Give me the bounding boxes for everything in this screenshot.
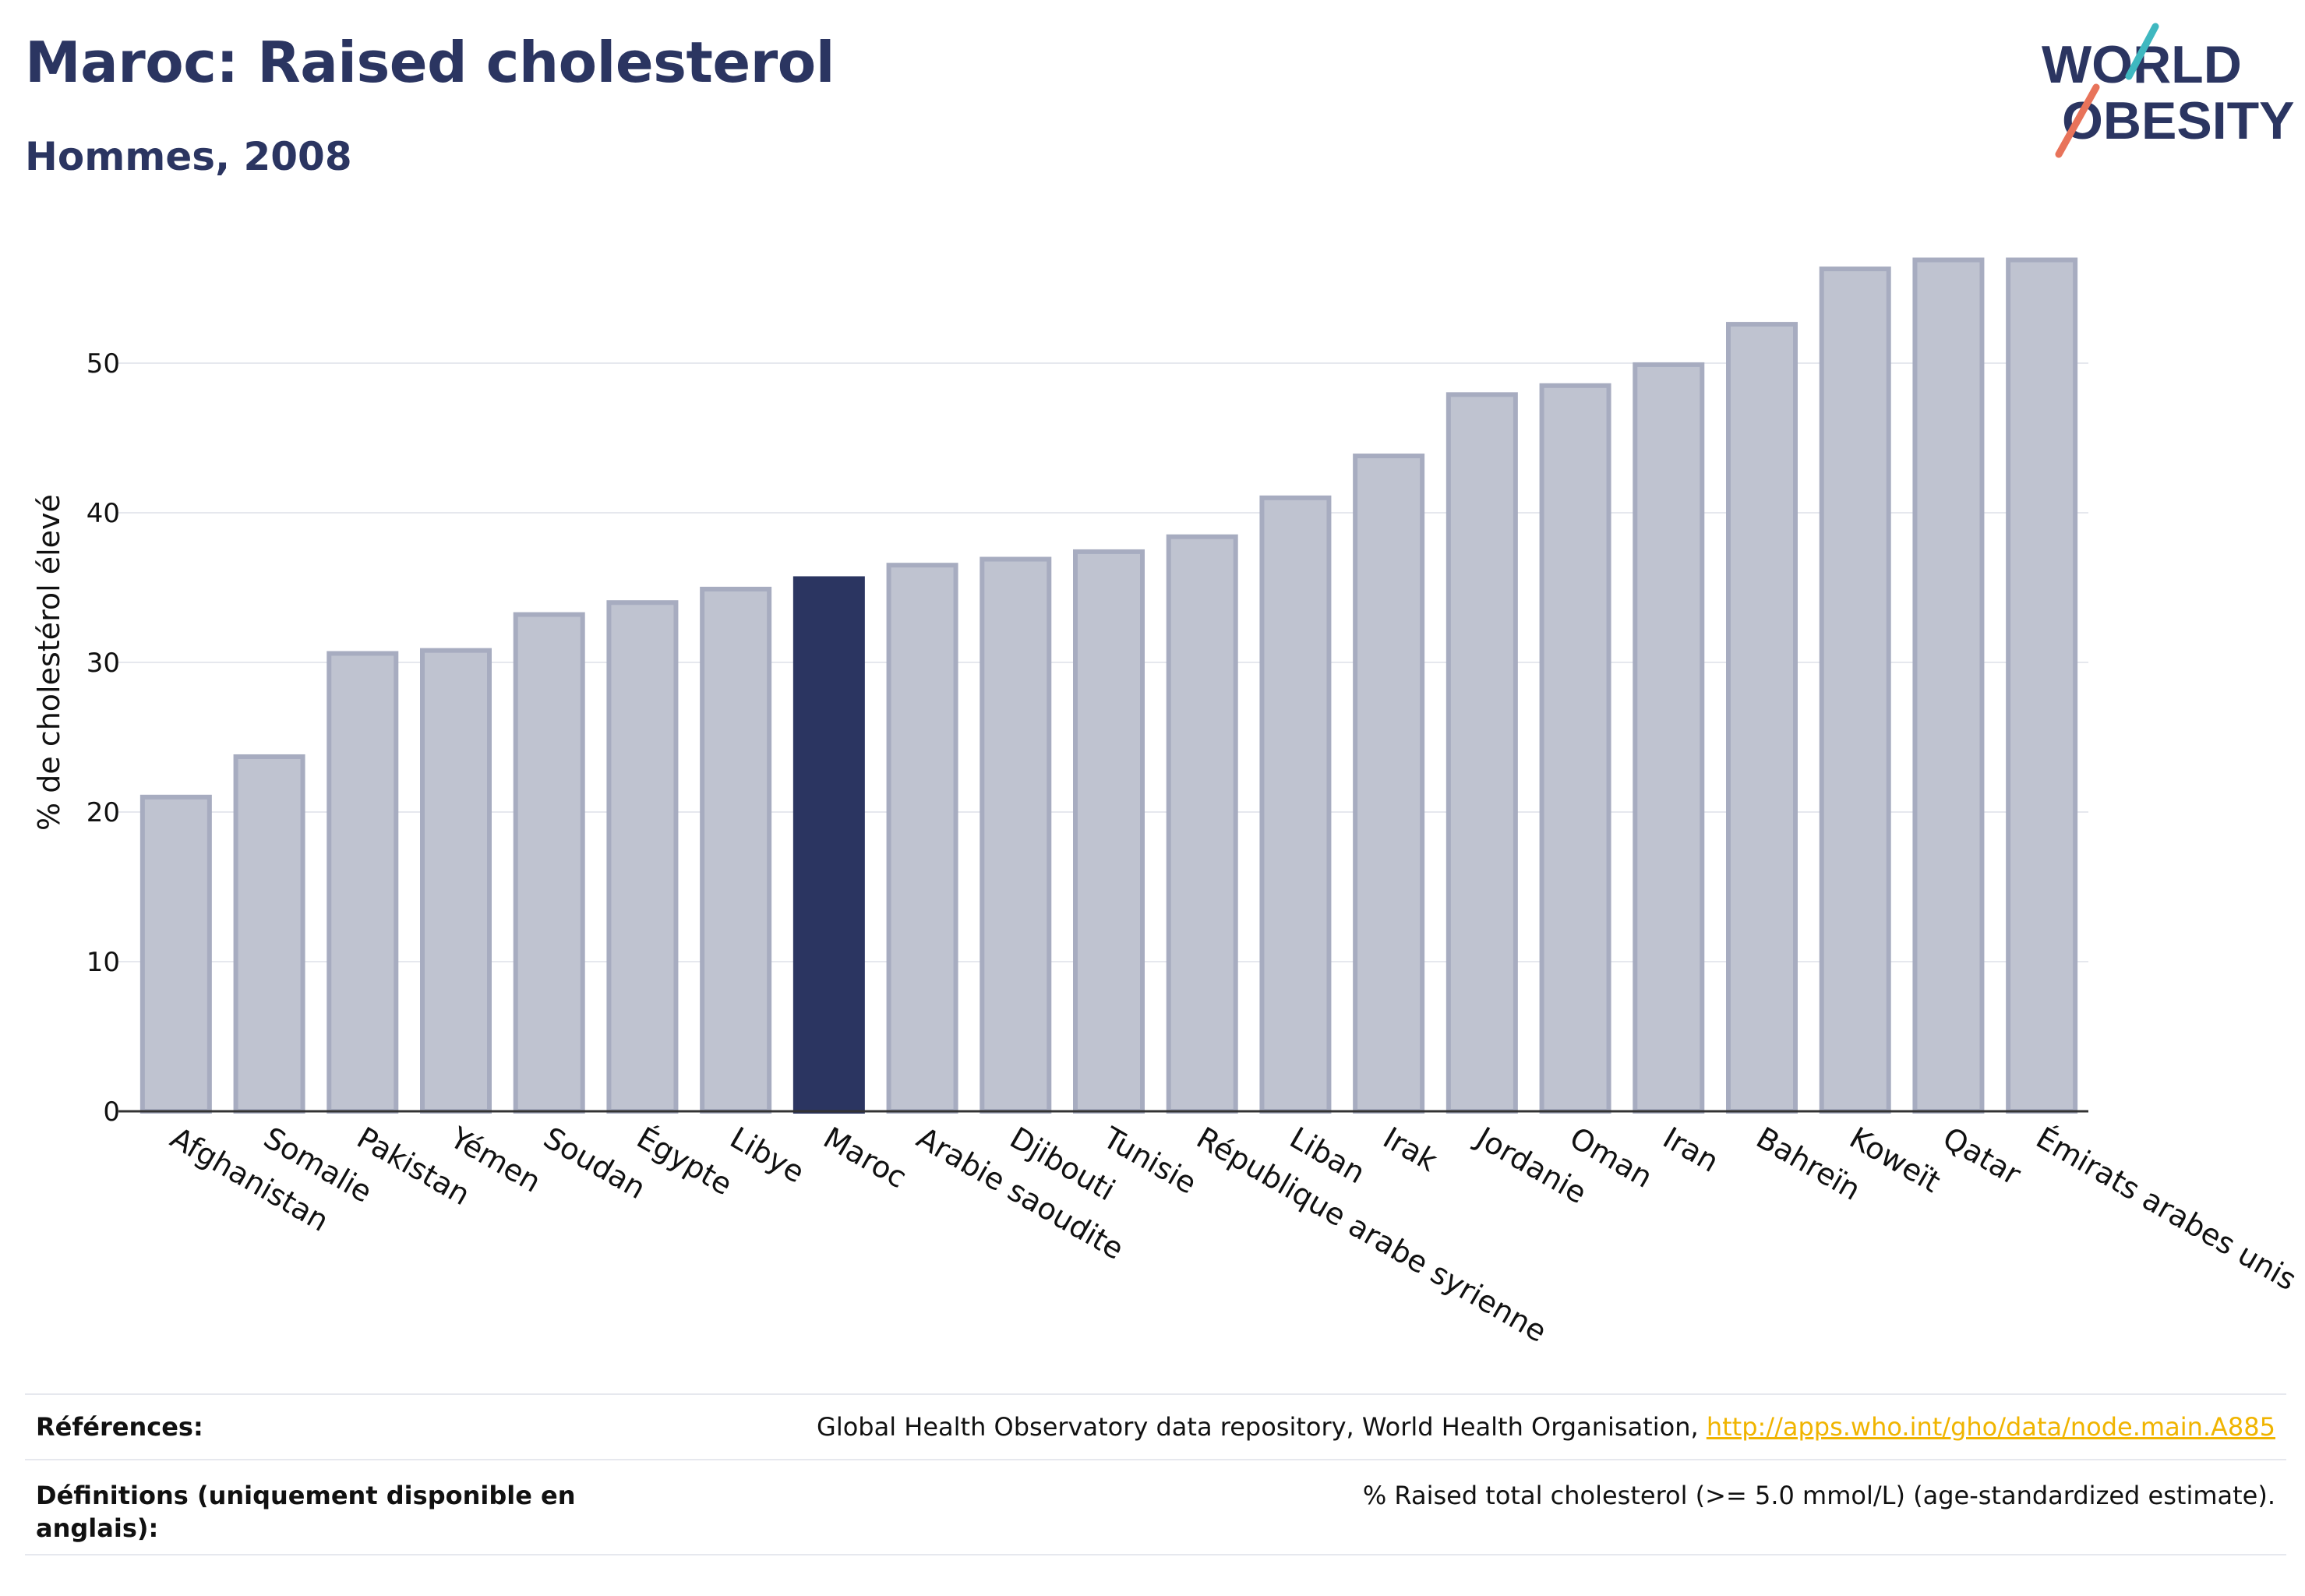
references-label: Références: [36, 1412, 203, 1442]
bar-8[interactable] [792, 576, 865, 1114]
logo-slash-teal [2125, 23, 2159, 80]
bar-3[interactable] [327, 651, 399, 1114]
bar-4[interactable] [420, 648, 492, 1114]
bar-16[interactable] [1539, 383, 1611, 1114]
x-tick-label: Qatar [1937, 1121, 2027, 1192]
y-tick-label: 0 [103, 1096, 120, 1128]
bar-10[interactable] [980, 556, 1052, 1114]
x-tick-label: Émirats arabes unis [2031, 1121, 2303, 1298]
bar-1[interactable] [139, 794, 212, 1114]
references-link[interactable]: http://apps.who.int/gho/data/node.main.A… [1706, 1412, 2275, 1442]
bar-5[interactable] [513, 612, 585, 1114]
definitions-value: % Raised total cholesterol (>= 5.0 mmol/… [1362, 1481, 2275, 1510]
x-tick-label: Iran [1657, 1121, 1724, 1179]
definitions-label: Définitions (uniquement disponible en an… [36, 1481, 576, 1543]
bar-21[interactable] [2006, 257, 2078, 1114]
bar-20[interactable] [1912, 257, 1985, 1114]
chart-title: Maroc: Raised cholesterol [25, 30, 835, 95]
y-tick-label: 30 [86, 648, 120, 679]
definitions-row: Définitions (uniquement disponible en an… [25, 1459, 2286, 1555]
bar-11[interactable] [1073, 549, 1145, 1114]
bar-2[interactable] [233, 754, 305, 1114]
references-value: Global Health Observatory data repositor… [817, 1411, 2275, 1443]
x-tick-label: Égypte [631, 1121, 738, 1202]
bar-7[interactable] [700, 586, 772, 1114]
x-tick-label: Soudan [538, 1121, 651, 1206]
chart-subtitle: Hommes, 2008 [25, 134, 352, 179]
bar-18[interactable] [1726, 322, 1798, 1114]
x-tick-label: Bahreïn [1751, 1121, 1867, 1207]
bar-12[interactable] [1166, 534, 1238, 1114]
bar-19[interactable] [1819, 267, 1891, 1114]
x-tick-label: Irak [1378, 1121, 1443, 1178]
references-table: Références: Global Health Observatory da… [25, 1393, 2286, 1555]
references-row: Références: Global Health Observatory da… [25, 1393, 2286, 1459]
bar-17[interactable] [1633, 362, 1705, 1114]
y-tick-label: 20 [86, 797, 120, 828]
bar-14[interactable] [1353, 454, 1425, 1114]
y-tick-label: 40 [86, 498, 120, 529]
y-axis-label: % de cholestérol élevé [32, 494, 66, 831]
x-tick-label: Libye [725, 1121, 810, 1190]
y-tick-label: 50 [86, 348, 120, 380]
bar-9[interactable] [886, 563, 958, 1114]
x-tick-label: Maroc [817, 1121, 912, 1195]
world-obesity-logo: WORLD OBESITY [2042, 23, 2295, 158]
logo-slash-coral [2055, 83, 2100, 158]
bar-15[interactable] [1445, 392, 1518, 1114]
references-text: Global Health Observatory data repositor… [817, 1412, 1707, 1442]
bar-6[interactable] [606, 600, 679, 1114]
logo-line2: OBESITY [2062, 91, 2295, 150]
y-tick-label: 10 [86, 947, 120, 978]
bar-13[interactable] [1259, 495, 1332, 1114]
